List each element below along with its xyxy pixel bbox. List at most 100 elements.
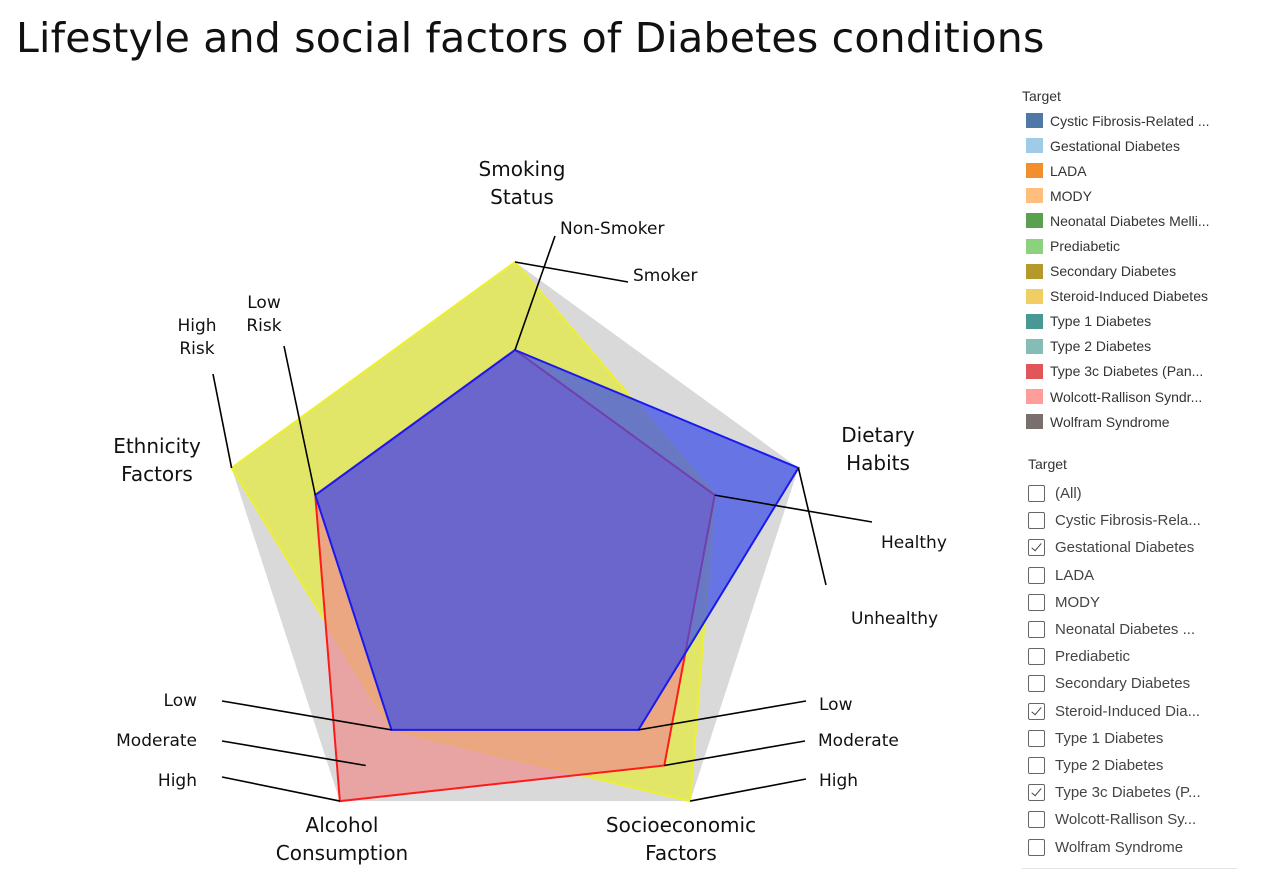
level-guide-line: [690, 778, 807, 802]
filter-checkbox[interactable]: [1028, 648, 1045, 666]
legend-item[interactable]: Prediabetic: [1022, 233, 1262, 258]
filter-checkbox[interactable]: [1028, 593, 1045, 611]
filter-option-label: Cystic Fibrosis-Rela...: [1055, 512, 1201, 530]
level-label: Low: [164, 691, 198, 711]
level-label: High: [158, 771, 197, 791]
legend-item[interactable]: MODY: [1022, 183, 1262, 208]
filter-checkbox[interactable]: [1028, 566, 1045, 584]
legend-label: Wolcott-Rallison Syndr...: [1050, 388, 1203, 405]
legend-swatch: [1026, 113, 1043, 129]
legend-label: Type 1 Diabetes: [1050, 313, 1152, 330]
legend-swatch: [1026, 138, 1043, 154]
filter-checkbox[interactable]: [1028, 756, 1045, 774]
legend-item[interactable]: Cystic Fibrosis-Related ...: [1022, 108, 1262, 133]
target-filter-list: (All) Cystic Fibrosis-Rela... Gestational …: [1028, 480, 1238, 861]
filter-option[interactable]: (All): [1028, 480, 1238, 507]
axis-title: Ethnicity Factors: [113, 434, 201, 486]
filter-checkbox[interactable]: [1028, 702, 1045, 720]
filter-option[interactable]: Cystic Fibrosis-Rela...: [1028, 507, 1238, 534]
filter-checkbox[interactable]: [1028, 512, 1045, 530]
filter-checkbox[interactable]: [1028, 621, 1045, 639]
filter-checkbox[interactable]: [1028, 675, 1045, 693]
legend-item[interactable]: Neonatal Diabetes Melli...: [1022, 208, 1262, 233]
legend-label: LADA: [1050, 162, 1087, 179]
filter-option-label: Steroid-Induced Dia...: [1055, 702, 1201, 720]
legend-item[interactable]: LADA: [1022, 158, 1262, 183]
level-guide-line: [514, 235, 556, 351]
legend-label: Wolfram Syndrome: [1050, 413, 1170, 430]
axis-title: Smoking Status: [479, 157, 566, 209]
filter-option-label: Wolfram Syndrome: [1055, 838, 1184, 856]
filter-option-label: MODY: [1055, 593, 1100, 611]
filter-option-label: Prediabetic: [1055, 648, 1131, 666]
level-guide-line: [638, 700, 807, 731]
legend-item[interactable]: Wolcott-Rallison Syndr...: [1022, 384, 1262, 409]
level-label: Non-Smoker: [560, 219, 664, 239]
filter-option[interactable]: Wolfram Syndrome: [1028, 833, 1238, 860]
radar-chart: Non-Smoker Smoker Smoking Status Healthy Unhe…: [113, 157, 947, 865]
filter-option[interactable]: Neonatal Diabetes ...: [1028, 616, 1238, 643]
level-label: Unhealthy: [851, 609, 938, 629]
filter-option[interactable]: Type 1 Diabetes: [1028, 725, 1238, 752]
legend-label: Neonatal Diabetes Melli...: [1050, 212, 1210, 229]
legend-swatch: [1026, 263, 1043, 279]
legend-label: Secondary Diabetes: [1050, 263, 1177, 280]
axis-title: Alcohol Consumption: [276, 813, 408, 865]
axis-title: Dietary Habits: [841, 423, 915, 475]
level-guide-line: [714, 494, 873, 523]
filter-option-label: Type 1 Diabetes: [1055, 729, 1164, 747]
filter-option[interactable]: Prediabetic: [1028, 643, 1238, 670]
filter-checkbox[interactable]: [1028, 729, 1045, 747]
level-guide-line: [221, 776, 341, 802]
filter-option-label: Wolcott-Rallison Sy...: [1055, 811, 1197, 829]
level-guide-line: [221, 740, 366, 767]
filter-option[interactable]: LADA: [1028, 562, 1238, 589]
filter-option[interactable]: Type 2 Diabetes: [1028, 752, 1238, 779]
filter-option[interactable]: Secondary Diabetes: [1028, 670, 1238, 697]
level-label: Low: [819, 695, 853, 715]
legend-item[interactable]: Secondary Diabetes: [1022, 259, 1262, 284]
filter-option-label: Type 3c Diabetes (P...: [1055, 784, 1201, 802]
filter-checkbox[interactable]: [1028, 784, 1045, 802]
legend-item[interactable]: Wolfram Syndrome: [1022, 409, 1262, 434]
filter-option-label: Type 2 Diabetes: [1055, 756, 1164, 774]
level-label: Moderate: [818, 731, 899, 751]
legend-item[interactable]: Gestational Diabetes: [1022, 133, 1262, 158]
filter-divider: [1022, 868, 1237, 869]
filter-checkbox[interactable]: [1028, 811, 1045, 829]
filter-checkbox[interactable]: [1028, 539, 1045, 557]
filter-checkbox[interactable]: [1028, 485, 1045, 503]
filter-checkbox[interactable]: [1028, 838, 1045, 856]
legend-label: Prediabetic: [1050, 238, 1121, 255]
filter-option[interactable]: Wolcott-Rallison Sy...: [1028, 806, 1238, 833]
legend-label: Steroid-Induced Diabetes: [1050, 288, 1208, 305]
level-label: Healthy: [881, 533, 947, 553]
filter-option[interactable]: Steroid-Induced Dia...: [1028, 698, 1238, 725]
color-legend-title: Target: [1022, 88, 1061, 104]
legend-label: Cystic Fibrosis-Related ...: [1050, 112, 1210, 129]
filter-option[interactable]: Gestational Diabetes: [1028, 534, 1238, 561]
legend-swatch: [1026, 313, 1043, 329]
legend-swatch: [1026, 288, 1043, 304]
filter-option[interactable]: Type 3c Diabetes (P...: [1028, 779, 1238, 806]
color-legend-list: Cystic Fibrosis-Related ... Gestational D…: [1022, 108, 1262, 434]
legend-label: Type 3c Diabetes (Pan...: [1050, 363, 1204, 380]
legend-swatch: [1026, 213, 1043, 229]
level-guide-line: [797, 467, 827, 586]
legend-item[interactable]: Type 3c Diabetes (Pan...: [1022, 359, 1262, 384]
legend-swatch: [1026, 363, 1043, 379]
filter-option-label: (All): [1055, 485, 1082, 503]
level-guide-line: [664, 740, 806, 767]
level-label: Smoker: [633, 266, 697, 286]
legend-item[interactable]: Type 1 Diabetes: [1022, 309, 1262, 334]
legend-item[interactable]: Type 2 Diabetes: [1022, 334, 1262, 359]
legend-swatch: [1026, 188, 1043, 204]
legend-item[interactable]: Steroid-Induced Diabetes: [1022, 284, 1262, 309]
legend-swatch: [1026, 238, 1043, 254]
chart-title: Lifestyle and social factors of Diabetes…: [16, 14, 1045, 62]
legend-label: Type 2 Diabetes: [1050, 338, 1152, 355]
filter-option[interactable]: MODY: [1028, 589, 1238, 616]
filter-option-label: LADA: [1055, 566, 1095, 584]
level-guide-line: [283, 345, 317, 496]
filter-option-label: Secondary Diabetes: [1055, 675, 1191, 693]
